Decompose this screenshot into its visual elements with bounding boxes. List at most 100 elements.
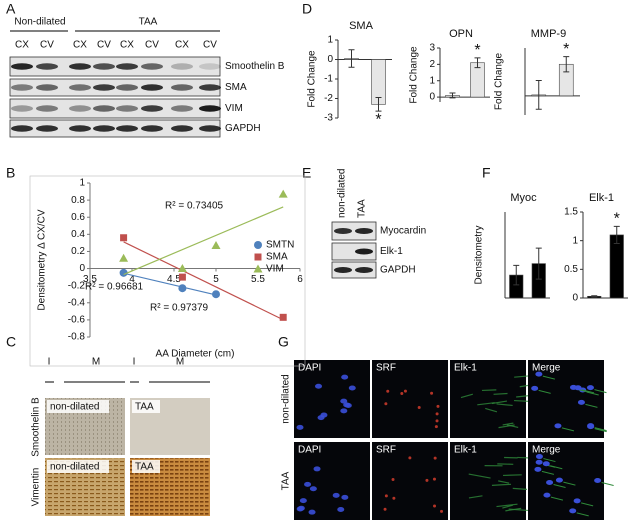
fiber	[502, 422, 514, 426]
band	[36, 63, 58, 70]
marker	[120, 234, 128, 242]
marker	[177, 264, 187, 273]
condition-label: TAA	[135, 462, 154, 473]
y-axis-label: Fold Change	[307, 50, 318, 108]
chart-title: Elk-1	[589, 192, 614, 204]
nucleus	[392, 496, 396, 500]
y-tick-label: 0.5	[564, 264, 578, 275]
fiber	[576, 512, 589, 517]
lane-label: CV	[40, 40, 54, 51]
nucleus	[433, 456, 437, 460]
panel-letter: B	[6, 165, 15, 181]
fiber	[477, 402, 495, 406]
fiber	[563, 481, 576, 486]
fiber	[561, 427, 575, 432]
band	[141, 125, 163, 132]
panel-letter: A	[6, 1, 16, 17]
nucleus	[341, 374, 349, 380]
channel-label: DAPI	[298, 445, 321, 456]
lane-label: CX	[175, 40, 189, 51]
channel-label: Merge	[532, 445, 561, 456]
panel-letter: D	[302, 1, 312, 17]
band	[36, 105, 58, 112]
band	[199, 125, 221, 132]
nucleus	[403, 389, 407, 393]
band-label: SMA	[225, 82, 247, 93]
nucleus	[348, 385, 356, 391]
x-tick-label: 4.5	[167, 274, 181, 285]
band	[355, 248, 373, 255]
lane-label: CV	[97, 40, 111, 51]
error-bar	[563, 56, 570, 73]
panel-letter: G	[278, 334, 289, 350]
condition-label: non-dilated	[50, 402, 99, 413]
condition-label: TAA	[135, 402, 154, 413]
nucleus	[555, 477, 563, 483]
nucleus	[433, 504, 437, 508]
row-label: non-dilated	[281, 374, 292, 423]
y-tick-label: 0.6	[71, 212, 85, 223]
fiber	[580, 502, 594, 507]
trendline	[123, 241, 284, 321]
western-blot: Myocardin Elk-1 GAPDH	[331, 221, 426, 279]
fiber	[585, 403, 598, 408]
y-axis-label: Fold Change	[409, 46, 420, 104]
chart-frame	[29, 175, 306, 367]
x-tick-label: 5	[213, 274, 219, 285]
nucleus	[391, 477, 395, 481]
fiber	[594, 389, 607, 394]
band	[141, 105, 163, 112]
band-label: VIM	[225, 103, 243, 114]
chart-title: OPN	[449, 28, 473, 40]
error-bar	[375, 97, 382, 112]
fiber	[491, 483, 512, 486]
micrograph	[294, 360, 370, 438]
y-axis-label: Densitometry Δ CX/CV	[37, 209, 48, 310]
error-bar	[348, 49, 355, 68]
band	[116, 63, 138, 70]
band	[11, 105, 33, 112]
nucleus	[340, 408, 348, 414]
nucleus	[534, 466, 542, 472]
band-label: GAPDH	[225, 123, 261, 134]
group-label: Non-dilated	[14, 17, 65, 28]
lane-label: non-dilated	[337, 169, 348, 218]
significance: *	[474, 42, 480, 59]
y-tick-label: 1.5	[564, 207, 578, 218]
band	[171, 125, 193, 132]
lane-label: TAA	[357, 199, 368, 218]
y-tick-label: -0.6	[68, 315, 86, 326]
region-label: I	[133, 357, 136, 368]
band	[116, 125, 138, 132]
nucleus	[313, 466, 321, 472]
fiber	[503, 474, 522, 477]
channel-label: Merge	[532, 363, 561, 374]
y-tick-label: -0.4	[68, 297, 86, 308]
x-tick-label: 3.5	[83, 274, 97, 285]
micrograph	[294, 442, 370, 520]
charts: -0.8 -0.6 -0.4 -0.2 0 0.2 0.4 0.6 0.8 1 3.5 4 4.5 5 5.…	[29, 20, 628, 367]
nucleus	[535, 459, 543, 465]
y-tick-label: -3	[324, 113, 333, 124]
band-label: GAPDH	[380, 265, 416, 276]
marker	[254, 253, 262, 261]
marker	[254, 241, 262, 249]
band	[69, 63, 91, 70]
band	[171, 105, 193, 112]
nucleus	[535, 371, 543, 377]
nucleus	[542, 461, 550, 467]
nucleus	[337, 506, 345, 512]
y-tick-label: 0	[327, 54, 333, 65]
x-tick-label: 6	[297, 274, 303, 285]
band	[36, 84, 58, 91]
region-label: I	[48, 357, 51, 368]
error-bar	[613, 225, 620, 245]
channel-label: SRF	[376, 363, 396, 374]
band	[171, 84, 193, 91]
immunofluorescence: DAPI SRF Elk-1 Merge DAPI SRF Elk-1 Merge	[294, 360, 614, 520]
band	[334, 267, 352, 273]
chart-title: Myoc	[510, 192, 537, 204]
error-bar	[474, 57, 481, 69]
channel-label: Elk-1	[454, 445, 477, 456]
band	[141, 63, 163, 70]
